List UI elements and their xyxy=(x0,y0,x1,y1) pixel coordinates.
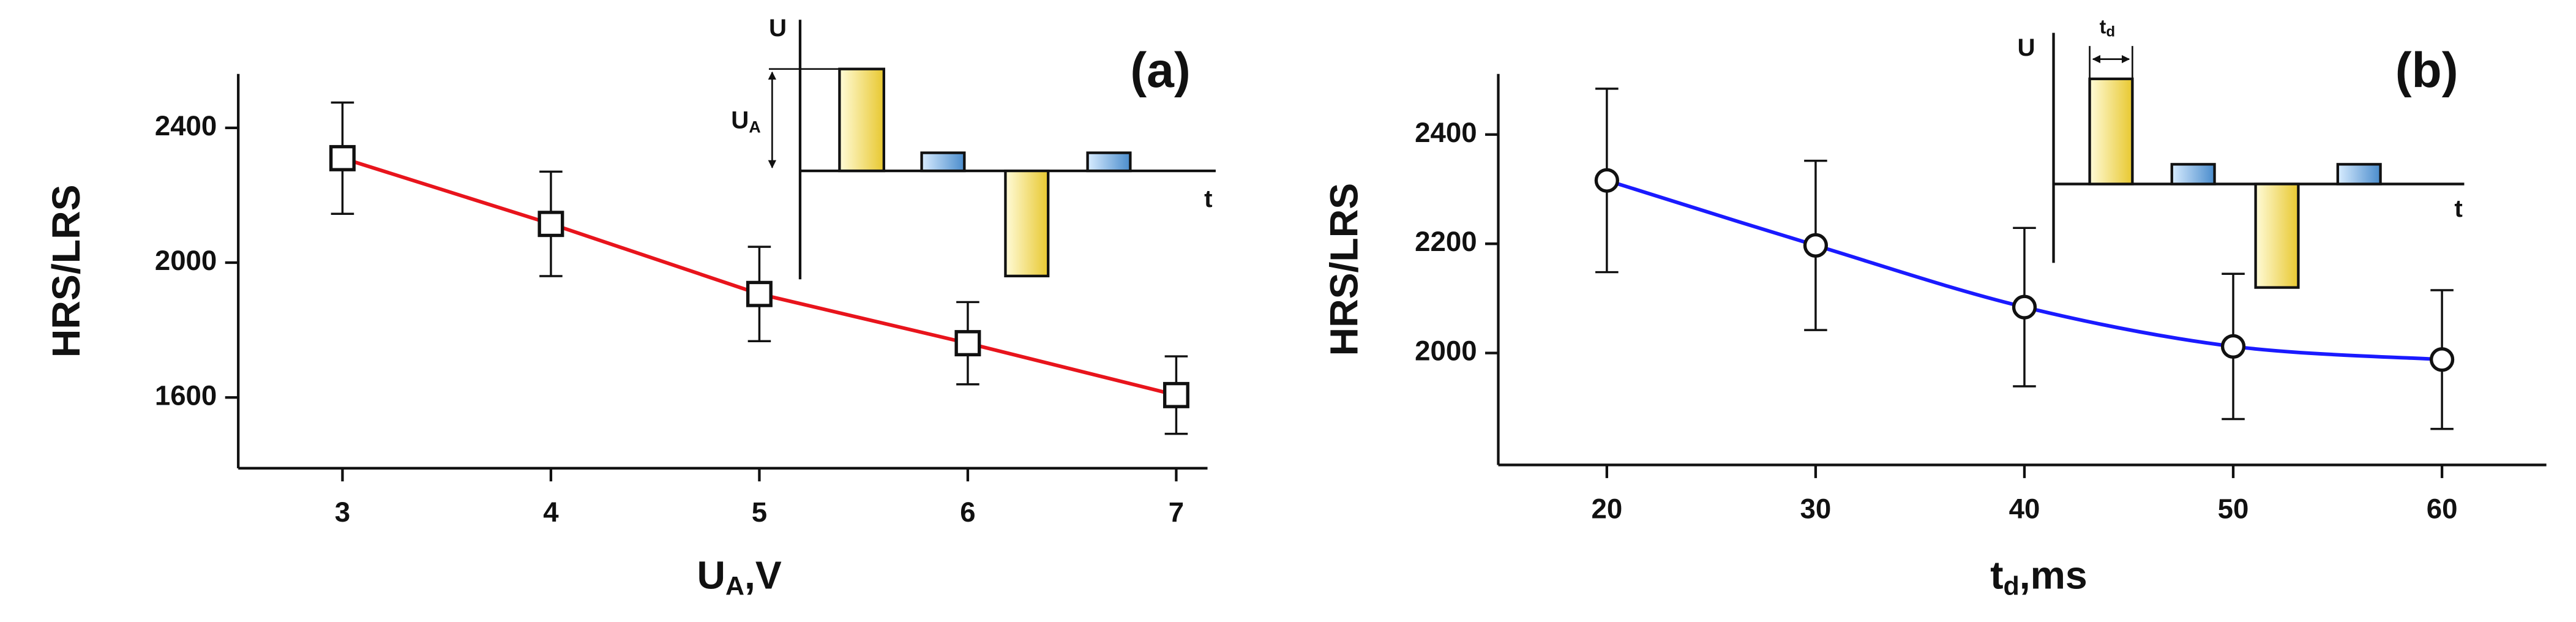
label-sub: d xyxy=(2106,24,2115,40)
x-axis-title: UA,V xyxy=(697,553,782,601)
pulse xyxy=(838,67,885,173)
marker xyxy=(2012,294,2037,320)
x-tick-label: 40 xyxy=(2009,493,2040,525)
x-tick-label: 30 xyxy=(1800,493,1832,525)
marker xyxy=(1803,233,1829,258)
x-axis-title: td,ms xyxy=(1990,553,2087,601)
y-tick-label: 2000 xyxy=(1415,335,1477,367)
pulse xyxy=(2170,163,2216,185)
label-sub: A xyxy=(749,118,760,136)
title-main: U xyxy=(697,553,726,598)
title-rest: ,ms xyxy=(2020,553,2087,598)
x-tick-label: 60 xyxy=(2427,493,2458,525)
x-tick-label: 5 xyxy=(752,496,767,528)
y-tick-label: 2200 xyxy=(1415,226,1477,257)
x-tick-label: 6 xyxy=(960,496,975,528)
pulse xyxy=(1086,151,1132,173)
y-axis-title: HRS/LRS xyxy=(44,184,88,358)
pulse xyxy=(920,151,966,173)
x-tick-label: 50 xyxy=(2218,493,2249,525)
x-tick-label: 3 xyxy=(335,496,350,528)
marker xyxy=(329,144,356,171)
pulse xyxy=(2254,182,2300,289)
title-main: t xyxy=(1990,553,2003,598)
label-main: t xyxy=(2100,15,2106,37)
label-main: U xyxy=(731,106,749,133)
inset-x-label: t xyxy=(1204,185,1212,212)
inset-b xyxy=(2052,32,2465,289)
x-tick-label: 7 xyxy=(1169,496,1184,528)
inset-a xyxy=(768,20,1216,280)
marker xyxy=(954,330,981,357)
pulse xyxy=(1004,169,1050,277)
title-sub: A xyxy=(725,572,744,601)
y-tick-label: 1600 xyxy=(155,380,217,411)
y-tick-label: 2400 xyxy=(1415,117,1477,148)
x-tick-label: 4 xyxy=(543,496,559,528)
marker xyxy=(1594,168,1619,193)
marker xyxy=(537,211,564,238)
pulse xyxy=(2088,77,2134,185)
y-axis-title: HRS/LRS xyxy=(1322,183,1366,356)
inset-y-label: U xyxy=(769,14,787,42)
title-rest: ,V xyxy=(744,553,782,598)
marker xyxy=(1163,381,1189,408)
x-tick-label: 20 xyxy=(1591,493,1622,525)
inset-width-label: td xyxy=(2100,15,2115,40)
title-sub: d xyxy=(2004,572,2020,601)
y-tick-label: 2000 xyxy=(155,245,217,276)
marker xyxy=(2220,334,2246,359)
panel-label: (b) xyxy=(2395,43,2458,98)
pulse xyxy=(2336,163,2382,185)
inset-y-label: U xyxy=(2018,34,2035,61)
y-tick-label: 2400 xyxy=(155,110,217,141)
inset-x-label: t xyxy=(2454,195,2462,222)
marker xyxy=(2429,347,2455,372)
inset-amp-label: UA xyxy=(731,106,760,136)
marker xyxy=(746,280,773,307)
panel-label: (a) xyxy=(1130,43,1190,98)
